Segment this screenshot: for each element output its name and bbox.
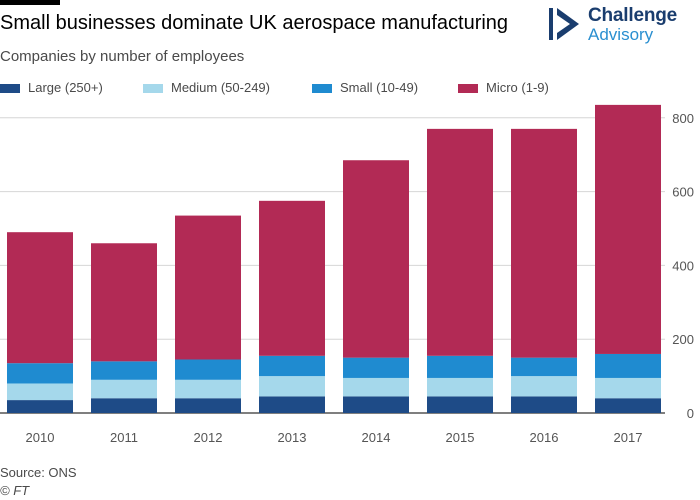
bar-segment-large — [343, 396, 409, 413]
legend-swatch-small — [312, 84, 332, 93]
y-tick-label: 600 — [672, 185, 694, 200]
bar-segment-medium — [343, 377, 409, 397]
legend-swatch-medium — [143, 84, 163, 93]
bar-segment-medium — [91, 379, 157, 399]
legend-swatch-micro — [458, 84, 478, 93]
bar-segment-small — [259, 355, 325, 377]
legend-label-medium: Medium (50-249) — [171, 80, 270, 95]
bar-segment-medium — [511, 376, 577, 397]
bar-segment-large — [175, 398, 241, 413]
bar-segment-large — [511, 396, 577, 413]
bar-segment-medium — [427, 377, 493, 397]
x-tick-label: 2011 — [110, 430, 138, 445]
bar-segment-micro — [595, 104, 661, 354]
bar-segment-large — [7, 400, 73, 413]
bar-segment-small — [595, 353, 661, 378]
bar-segment-large — [259, 396, 325, 413]
bar-segment-small — [343, 357, 409, 378]
chart-title: Small businesses dominate UK aerospace m… — [0, 12, 509, 34]
bar-segment-medium — [175, 379, 241, 399]
source-note: Source: ONS — [0, 465, 77, 480]
y-tick-label: 400 — [672, 258, 694, 273]
y-tick-label: 200 — [672, 332, 694, 347]
bar-segment-small — [91, 361, 157, 380]
logo-icon — [549, 8, 579, 40]
x-tick-label: 2015 — [446, 430, 475, 445]
header-rule — [0, 0, 60, 5]
bar-segment-medium — [595, 377, 661, 399]
x-tick-label: 2016 — [530, 430, 559, 445]
x-tick-label: 2010 — [26, 430, 55, 445]
logo-text-line2: Advisory — [588, 25, 654, 44]
logo-text-line1: Challenge — [588, 5, 677, 26]
y-tick-label: 800 — [672, 111, 694, 126]
legend-label-large: Large (250+) — [28, 80, 103, 95]
y-tick-label: 0 — [687, 406, 694, 421]
bar-segment-micro — [7, 232, 73, 364]
x-tick-label: 2014 — [362, 430, 391, 445]
bar-segment-micro — [511, 128, 577, 358]
bar-segment-small — [175, 359, 241, 380]
brand-logo: Challenge Advisory — [547, 4, 697, 44]
bar-segment-medium — [7, 383, 73, 401]
chart-legend: Large (250+) Medium (50-249) Small (10-4… — [0, 80, 700, 98]
bar-segment-large — [427, 396, 493, 413]
bar-segment-small — [511, 357, 577, 377]
x-tick-label: 2017 — [614, 430, 643, 445]
bar-segment-micro — [91, 243, 157, 362]
x-tick-label: 2013 — [278, 430, 307, 445]
copyright-note: © FT — [0, 483, 30, 498]
bar-segment-large — [91, 398, 157, 413]
bar-segment-micro — [343, 160, 409, 358]
legend-label-micro: Micro (1-9) — [486, 80, 549, 95]
bar-segment-micro — [427, 128, 493, 356]
chart-subtitle: Companies by number of employees — [0, 48, 245, 65]
bar-segment-micro — [175, 215, 241, 360]
bar-segment-small — [7, 363, 73, 384]
bar-segment-large — [595, 398, 661, 413]
bar-segment-micro — [259, 200, 325, 356]
x-tick-label: 2012 — [194, 430, 223, 445]
legend-label-small: Small (10-49) — [340, 80, 419, 95]
legend-swatch-large — [0, 84, 20, 93]
bar-segment-medium — [259, 376, 325, 397]
bar-segment-small — [427, 355, 493, 378]
